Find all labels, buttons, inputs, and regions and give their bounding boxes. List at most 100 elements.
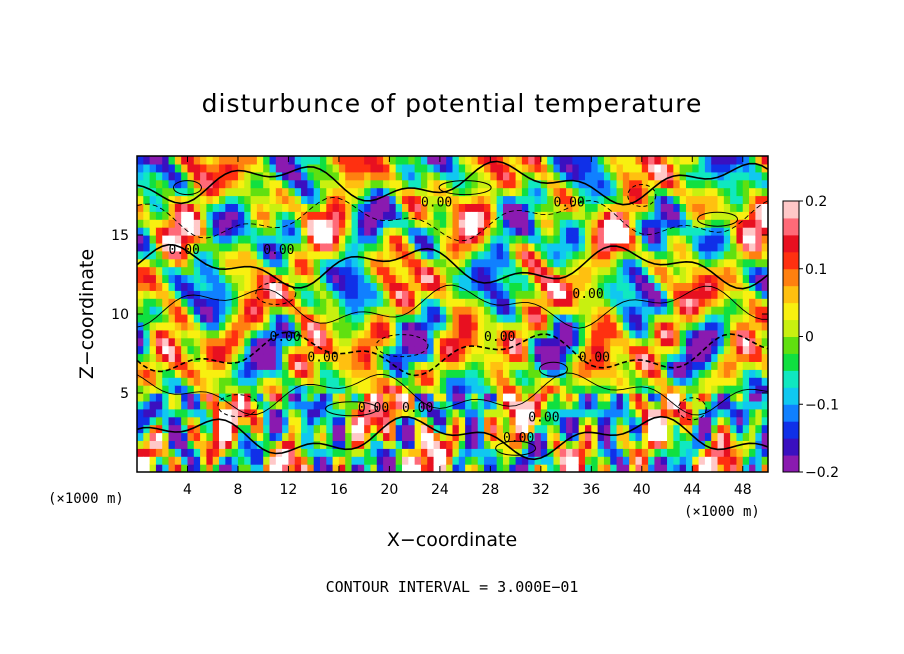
field-cell [256, 440, 264, 449]
field-cell [288, 242, 296, 252]
field-cell [685, 274, 693, 283]
field-cell [673, 440, 681, 449]
field-cell [528, 337, 536, 347]
field-cell [597, 156, 605, 165]
colorbar-tick-label: 0 [805, 330, 814, 346]
field-cell [250, 314, 258, 323]
field-cell [433, 298, 441, 307]
field-cell [679, 416, 687, 426]
field-cell [389, 298, 397, 307]
field-cell [749, 219, 756, 228]
field-cell [364, 424, 372, 434]
field-cell [717, 361, 725, 370]
field-cell [465, 416, 473, 426]
field-cell [168, 416, 176, 426]
field-cell [490, 393, 498, 402]
field-cell [149, 306, 157, 315]
field-cell [749, 274, 756, 283]
field-cell [244, 314, 252, 323]
field-cell [477, 219, 485, 228]
field-cell [704, 187, 712, 197]
field-cell [225, 195, 233, 204]
field-cell [610, 408, 618, 418]
field-cell [250, 219, 258, 228]
field-cell [736, 163, 744, 173]
field-cell [250, 464, 258, 472]
field-cell [629, 250, 637, 260]
field-cell [660, 416, 668, 426]
field-cell [452, 219, 460, 228]
field-cell [301, 290, 308, 299]
field-cell [761, 353, 768, 362]
field-cell [761, 432, 768, 441]
field-cell [408, 203, 416, 212]
field-cell [629, 440, 637, 449]
x-unit-left: (×1000 m) [48, 491, 124, 507]
field-cell [553, 266, 561, 276]
field-cell [357, 203, 365, 212]
field-cell [338, 361, 346, 370]
field-cell [761, 250, 768, 260]
field-cell [597, 179, 605, 189]
field-cell [137, 393, 144, 402]
field-cell [547, 195, 555, 204]
field-cell [629, 227, 637, 236]
colorbar-band [783, 336, 799, 354]
field-cell [307, 400, 315, 410]
field-cell [572, 290, 580, 299]
field-cell [679, 156, 687, 165]
field-cell [458, 464, 466, 472]
field-cell [433, 440, 441, 449]
field-cell [427, 321, 435, 331]
field-cell [231, 274, 239, 283]
field-cell [143, 393, 151, 402]
field-cell [313, 385, 321, 394]
field-cell [307, 290, 315, 299]
field-cell [376, 266, 384, 276]
field-cell [383, 456, 390, 465]
field-cell [673, 298, 681, 307]
field-cell [162, 242, 170, 252]
field-cell [301, 156, 308, 165]
field-cell [679, 361, 687, 370]
field-cell [212, 432, 220, 441]
field-cell [439, 345, 447, 355]
field-cell [509, 156, 517, 165]
field-cell [717, 227, 725, 236]
field-cell [414, 219, 422, 228]
field-cell [193, 408, 201, 418]
field-cell [149, 416, 157, 426]
field-cell [193, 179, 201, 189]
field-cell [332, 203, 340, 212]
field-cell [597, 353, 605, 362]
field-cell [370, 227, 378, 236]
field-cell [635, 329, 643, 339]
field-cell [181, 195, 189, 204]
field-cell [603, 290, 611, 299]
field-cell [540, 329, 548, 339]
field-cell [465, 329, 473, 339]
field-cell [742, 400, 750, 410]
field-cell [648, 179, 656, 189]
field-cell [685, 345, 693, 355]
field-cell [553, 290, 561, 299]
field-cell [704, 416, 712, 426]
field-cell [572, 432, 580, 441]
field-cell [427, 306, 435, 315]
field-cell [433, 432, 441, 441]
field-cell [307, 274, 315, 283]
field-cell [149, 171, 157, 181]
field-cell [200, 329, 208, 339]
field-cell [357, 385, 365, 394]
field-cell [458, 156, 466, 165]
field-cell [534, 464, 542, 472]
field-cell [730, 306, 738, 315]
field-cell [174, 219, 182, 228]
field-cell [364, 432, 372, 441]
field-cell [244, 424, 252, 434]
field-cell [294, 219, 302, 228]
field-cell [648, 329, 656, 339]
field-cell [641, 337, 649, 347]
field-cell [502, 171, 510, 181]
field-cell [395, 306, 403, 315]
